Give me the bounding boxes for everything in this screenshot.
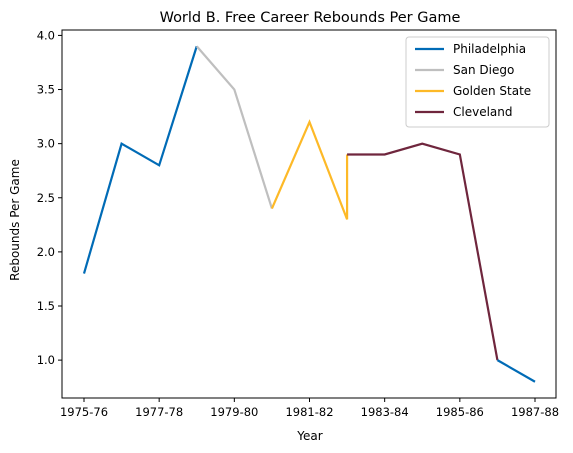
x-tick-label: 1977-78 [135,405,183,419]
x-tick-label: 1985-86 [436,405,484,419]
series-line-2 [272,122,347,219]
legend-label: Philadelphia [453,42,526,56]
y-tick-label: 3.5 [37,83,55,97]
x-tick-label: 1981-82 [285,405,333,419]
y-tick-label: 1.0 [37,353,55,367]
series-line-1 [197,46,272,208]
y-tick-label: 4.0 [37,28,55,42]
legend-label: San Diego [453,63,514,77]
x-axis-label: Year [296,429,322,443]
legend-label: Golden State [453,84,531,98]
series-line-3 [347,144,497,360]
series-line-0 [84,46,197,273]
x-tick-label: 1983-84 [361,405,409,419]
x-tick-label: 1987-88 [511,405,559,419]
x-tick-label: 1975-76 [60,405,108,419]
y-axis-label: Rebounds Per Game [8,159,22,281]
chart-title: World B. Free Career Rebounds Per Game [160,10,461,26]
x-tick-label: 1979-80 [210,405,258,419]
y-tick-label: 2.0 [37,245,55,259]
y-tick-label: 2.5 [37,191,55,205]
y-tick-label: 3.0 [37,137,55,151]
legend-label: Cleveland [453,105,513,119]
y-tick-label: 1.5 [37,299,55,313]
plot-area: 1975-76 1977-78 1979-80 1981-82 1983-84 1985-… [37,28,559,419]
series-line-4 [497,360,535,382]
